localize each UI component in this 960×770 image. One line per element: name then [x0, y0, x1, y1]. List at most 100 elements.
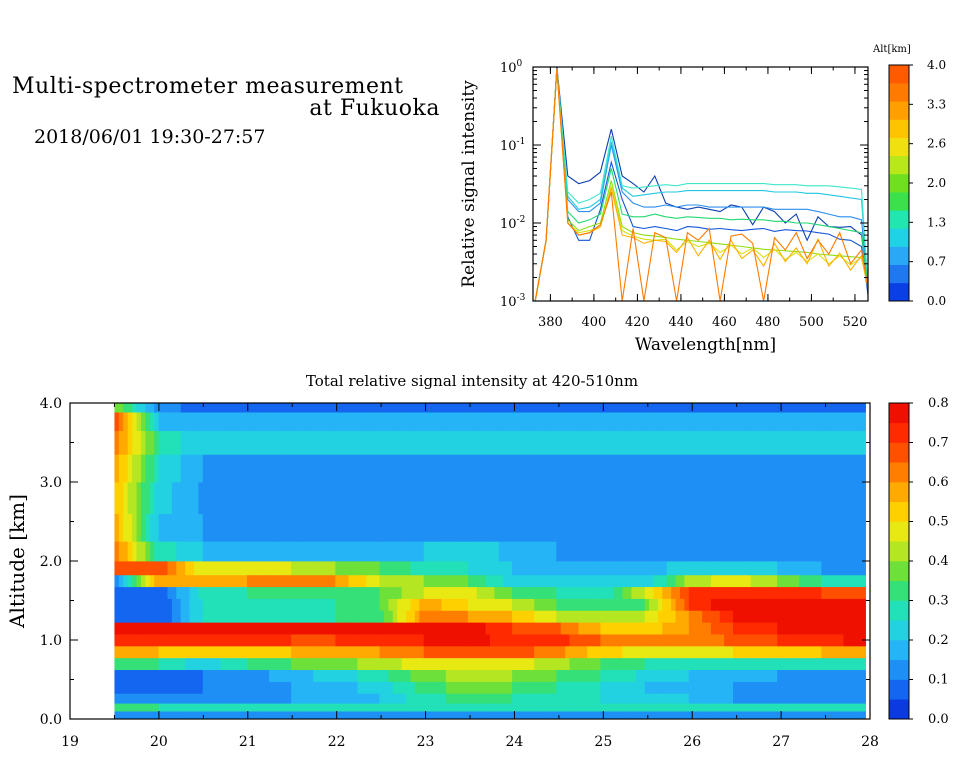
heatmap-cell [224, 454, 230, 483]
heatmap-cell [609, 403, 615, 413]
heatmap-cell [812, 622, 818, 635]
heatmap-cell [644, 403, 650, 413]
heatmap-cell [613, 610, 619, 623]
heatmap-cell [198, 403, 204, 413]
heatmap-cell [825, 703, 831, 712]
heatmap-cell [308, 541, 314, 562]
heatmap-cell [604, 403, 610, 413]
heatmap-cell [189, 513, 195, 542]
heatmap-cell [573, 693, 579, 704]
heatmap-cell [375, 703, 380, 712]
heatmap-cell [666, 610, 672, 623]
heatmap-cell [582, 610, 588, 623]
heatmap-cell [472, 657, 478, 671]
heatmap-cell [626, 482, 632, 514]
heatmap-cell [799, 634, 805, 647]
heatmap-cell [684, 430, 690, 455]
heatmap-cell [538, 574, 544, 588]
heatmap-cell [821, 403, 827, 413]
heatmap-cell [573, 645, 579, 659]
heatmap-cell [375, 541, 380, 562]
heatmap-cell [728, 561, 734, 576]
heatmap-cell [626, 645, 632, 659]
heatmap-cell [684, 586, 690, 599]
heatmap-cell [339, 622, 345, 635]
heatmap-cell [383, 681, 389, 694]
heatmap-cell [675, 430, 681, 455]
heatmap-cell [419, 681, 425, 694]
heatmap-cell [233, 681, 239, 694]
heatmap-cell [419, 561, 425, 576]
heatmap-cell [644, 711, 650, 720]
heatmap-cell [520, 513, 526, 542]
heatmap-cell [277, 657, 283, 671]
heatmap-cell [273, 657, 279, 671]
heatmap-cell [154, 430, 160, 455]
heatmap-cell [551, 574, 557, 588]
heatmap-cell [445, 430, 451, 455]
heatmap-cell [348, 703, 354, 712]
heatmap-cell [525, 412, 531, 432]
heatmap-cell [436, 693, 442, 704]
spectrum-x-tick-label: 460 [712, 315, 737, 330]
heatmap-cell [366, 669, 372, 682]
heatmap-cell [432, 513, 438, 542]
heatmap-cell [861, 622, 866, 635]
heatmap-cell [737, 610, 743, 623]
heatmap-cell [450, 541, 456, 562]
heatmap-cell [573, 541, 579, 562]
heatmap-cell [224, 669, 230, 682]
heatmap-cell [149, 586, 155, 599]
heatmap-cell [777, 454, 783, 483]
heatmap-cell [803, 681, 809, 694]
heatmap-cell [472, 586, 478, 599]
heatmap-cell [295, 693, 301, 704]
heatmap-cell [158, 513, 164, 542]
heatmap-cell [662, 645, 668, 659]
heatmap-cell [662, 561, 668, 576]
heatmap-cell [308, 711, 314, 720]
heatmap-cell [618, 541, 623, 562]
heatmap-cell [295, 645, 301, 659]
heatmap-cell [485, 561, 491, 576]
heatmap-cell [414, 482, 420, 514]
heatmap-cell [198, 598, 204, 611]
heatmap-cell [702, 586, 707, 599]
heatmap-cell [414, 454, 420, 483]
heatmap-cell [688, 541, 694, 562]
heatmap-cell [185, 574, 190, 588]
heatmap-cell [755, 513, 760, 542]
heatmap-cell [733, 541, 738, 562]
heatmap-cell [317, 412, 323, 432]
heatmap-cell [251, 598, 257, 611]
heatmap-cell [790, 711, 796, 720]
heatmap-cell [454, 657, 460, 671]
heatmap-cell [220, 403, 226, 413]
heatmap-cell [432, 598, 438, 611]
spectrum-series-8 [534, 68, 868, 301]
spectrum-series-5 [534, 68, 868, 301]
heatmap-cell [300, 561, 305, 576]
heatmap-cell [233, 482, 239, 514]
heatmap-cell [118, 634, 124, 647]
heatmap-cell [348, 513, 354, 542]
heatmap-cell [799, 610, 805, 623]
heatmap-cell [304, 574, 310, 588]
heatmap-cell [626, 574, 632, 588]
heatmap-cell [560, 693, 566, 704]
heatmap-cell [786, 586, 791, 599]
heatmap-cell [304, 586, 310, 599]
heatmap-cell [149, 541, 155, 562]
heatmap-cell [759, 703, 765, 712]
heatmap-cell [591, 669, 597, 682]
heatmap-cell [578, 622, 584, 635]
heatmap-cell [282, 703, 288, 712]
heatmap-cell [755, 657, 760, 671]
heatmap-cell [163, 454, 168, 483]
heatmap-cell [238, 610, 243, 623]
heatmap-cell [684, 541, 690, 562]
heatmap-cell [609, 669, 615, 682]
heatmap-cell [344, 634, 350, 647]
heatmap-cell [379, 634, 385, 647]
heatmap-cell [326, 622, 332, 635]
